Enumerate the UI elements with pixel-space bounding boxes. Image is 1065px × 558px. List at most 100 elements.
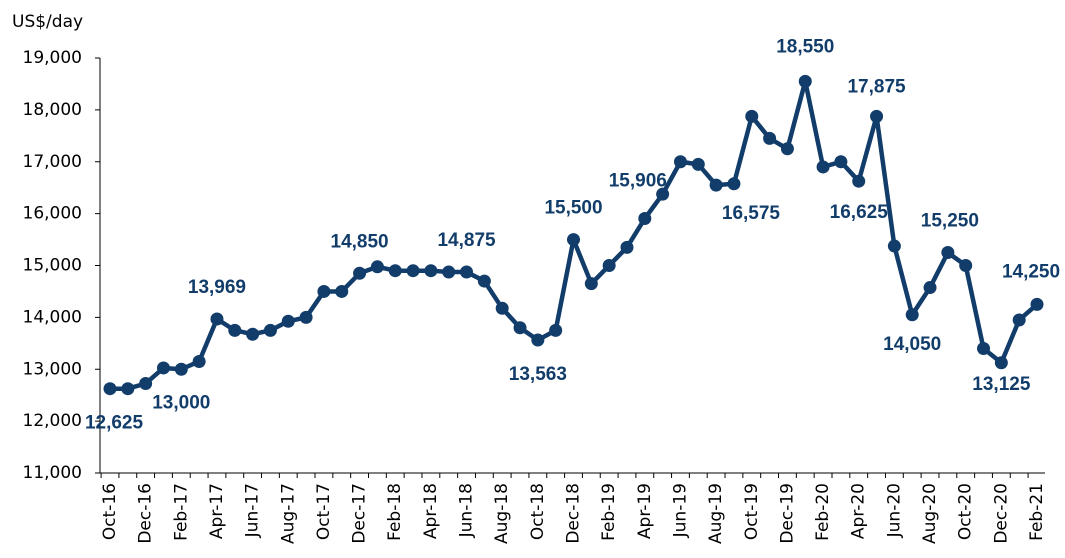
- marker: [317, 284, 331, 298]
- marker: [673, 155, 687, 169]
- x-tick-label: Apr-19: [635, 483, 655, 539]
- data-label: 12,625: [85, 413, 144, 434]
- x-tick-label: Aug-20: [920, 483, 940, 544]
- marker: [192, 354, 206, 368]
- marker: [1030, 297, 1044, 311]
- marker: [887, 239, 901, 253]
- x-tick-label: Feb-21: [1027, 483, 1047, 541]
- marker: [905, 308, 919, 322]
- x-tick-label: Oct-19: [742, 483, 762, 540]
- marker: [121, 382, 135, 396]
- x-tick-label: Apr-20: [849, 483, 869, 539]
- marker: [780, 142, 794, 156]
- marker: [941, 246, 955, 260]
- marker: [923, 281, 937, 295]
- marker: [584, 277, 598, 291]
- data-label: 18,550: [776, 36, 834, 57]
- y-tick-label: 11,000: [23, 463, 82, 483]
- y-tick-label: 16,000: [23, 204, 82, 224]
- data-label: 16,625: [830, 202, 889, 223]
- x-tick-label: Oct-16: [100, 483, 120, 540]
- data-label: 15,500: [544, 198, 602, 219]
- x-tick-label: Apr-18: [421, 483, 441, 539]
- marker: [263, 323, 277, 337]
- marker: [424, 264, 438, 278]
- marker: [246, 327, 260, 341]
- y-tick-label: 13,000: [23, 359, 82, 379]
- marker: [656, 187, 670, 201]
- x-tick-label: Feb-17: [171, 483, 191, 541]
- data-label: 14,850: [331, 231, 389, 252]
- marker: [549, 323, 563, 337]
- marker: [406, 264, 420, 278]
- x-tick-label: Dec-17: [350, 483, 370, 544]
- data-label: 16,575: [722, 203, 781, 224]
- data-label: 17,875: [847, 76, 906, 97]
- data-label: 13,125: [972, 374, 1031, 395]
- y-tick-label: 17,000: [23, 152, 82, 172]
- marker: [727, 177, 741, 191]
- y-tick-label: 19,000: [23, 48, 82, 68]
- x-tick-label: Jun-17: [243, 483, 263, 538]
- marker: [745, 109, 759, 123]
- data-label: 15,906: [609, 171, 667, 192]
- marker: [210, 312, 224, 326]
- marker: [353, 266, 367, 280]
- x-tick-label: Jun-18: [457, 483, 477, 538]
- marker: [602, 259, 616, 272]
- y-tick-label: 14,000: [23, 307, 82, 327]
- marker: [763, 131, 777, 145]
- data-label: 14,050: [883, 334, 941, 355]
- marker: [567, 233, 580, 247]
- y-tick-label: 15,000: [23, 256, 82, 276]
- marker: [335, 284, 349, 298]
- x-tick-label: Aug-17: [278, 483, 298, 544]
- x-tick-label: Feb-18: [385, 483, 405, 541]
- marker: [1012, 313, 1026, 327]
- marker: [531, 333, 545, 347]
- data-label: 14,250: [1002, 261, 1060, 282]
- marker: [977, 342, 991, 355]
- x-tick-label: Apr-17: [207, 483, 227, 539]
- marker: [852, 174, 866, 188]
- marker: [870, 109, 884, 123]
- marker: [620, 240, 634, 254]
- x-tick-label: Feb-20: [813, 483, 833, 541]
- data-label: 13,563: [509, 364, 567, 385]
- marker: [228, 323, 242, 337]
- marker: [691, 157, 705, 171]
- data-label: 13,969: [188, 277, 246, 298]
- x-tick-label: Aug-19: [706, 483, 726, 544]
- x-tick-label: Oct-20: [956, 483, 976, 540]
- x-tick-label: Dec-16: [136, 483, 156, 544]
- marker: [816, 160, 830, 174]
- x-tick-label: Dec-18: [564, 483, 584, 544]
- marker: [388, 264, 402, 278]
- y-axis-label: US$/day: [12, 12, 83, 32]
- data-label: 13,000: [152, 392, 210, 413]
- x-tick-label: Feb-19: [599, 483, 619, 541]
- marker: [442, 265, 456, 279]
- marker: [834, 155, 848, 169]
- marker: [513, 321, 527, 335]
- marker: [281, 314, 295, 328]
- marker: [798, 74, 812, 88]
- marker: [370, 260, 384, 274]
- marker: [460, 265, 474, 279]
- x-tick-label: Oct-18: [528, 483, 548, 540]
- marker: [477, 274, 491, 288]
- marker: [959, 259, 973, 272]
- marker: [994, 356, 1008, 370]
- x-tick-label: Dec-19: [777, 483, 797, 544]
- marker: [638, 212, 652, 226]
- x-tick-label: Jun-19: [670, 483, 690, 538]
- x-tick-label: Oct-17: [314, 483, 334, 540]
- marker: [299, 310, 313, 324]
- marker: [174, 362, 188, 376]
- marker: [495, 301, 509, 315]
- data-label: 15,250: [921, 211, 979, 232]
- marker: [709, 178, 723, 192]
- marker: [139, 377, 153, 391]
- marker: [103, 382, 117, 396]
